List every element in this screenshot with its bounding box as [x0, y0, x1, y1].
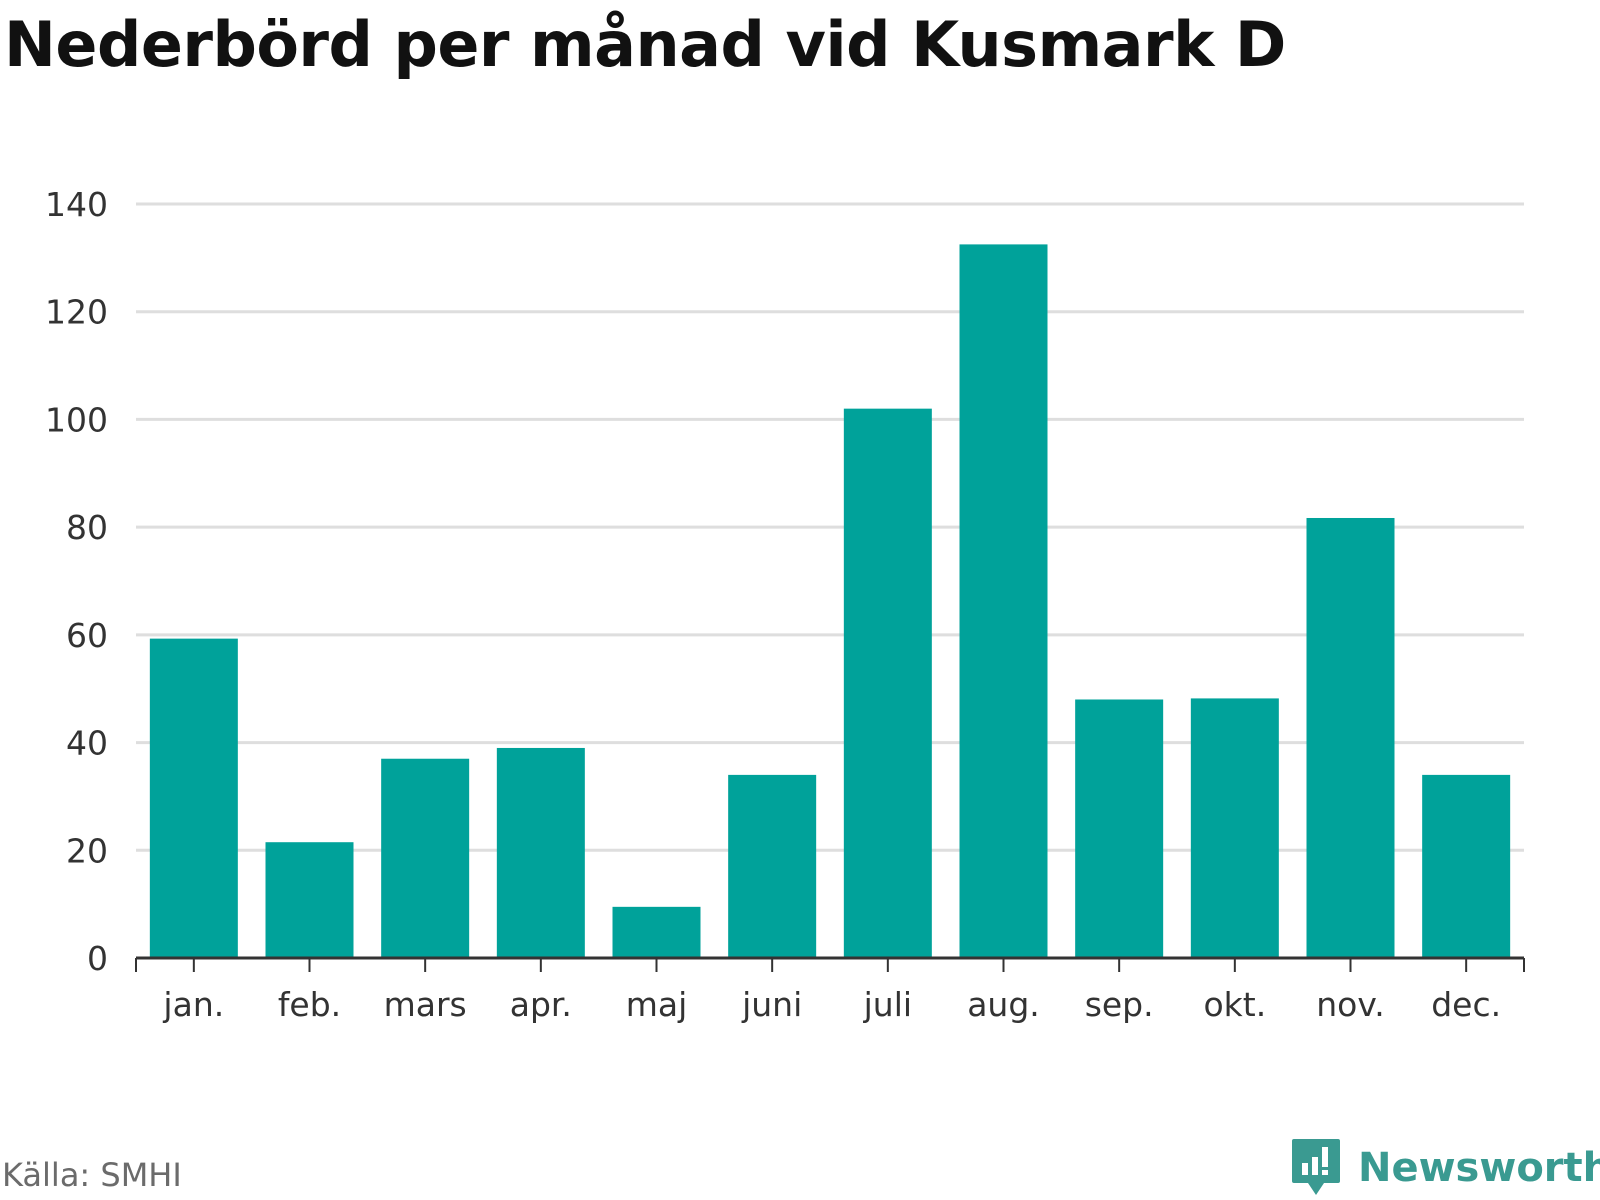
x-tick-label: dec.: [1431, 985, 1501, 1024]
x-tick-label: aug.: [967, 985, 1040, 1024]
bar-mars: [381, 758, 470, 958]
y-axis-tick-labels: 0 20 40 60 80 100 120 140: [45, 185, 108, 978]
bar-juni: [728, 774, 817, 958]
bar-aug: [959, 244, 1048, 959]
y-tick-label: 100: [45, 400, 108, 439]
bar-apr: [496, 747, 585, 958]
bar-jan: [149, 638, 238, 958]
y-tick-label: 140: [45, 185, 108, 224]
x-tick-label: feb.: [278, 985, 341, 1024]
x-axis-tick-labels: jan. feb. mars apr. maj juni juli aug. sep. okt. n…: [162, 985, 1501, 1024]
bar-juli: [843, 408, 932, 959]
bar-maj: [612, 906, 701, 958]
y-tick-label: 0: [87, 939, 108, 978]
bar-okt: [1190, 698, 1279, 958]
bar-nov: [1306, 517, 1395, 958]
brand-logo: Newsworthy: [1290, 1138, 1600, 1198]
x-tick-label: nov.: [1316, 985, 1385, 1024]
x-tick-label: apr.: [510, 985, 572, 1024]
y-tick-label: 20: [66, 831, 108, 870]
y-tick-label: 80: [66, 508, 108, 547]
source-note: Källa: SMHI: [2, 1156, 182, 1194]
bar-chart: 0 20 40 60 80 100 120 140 jan. feb. mars apr. maj ju…: [45, 185, 1525, 1024]
y-tick-label: 60: [66, 616, 108, 655]
brand-name: Newsworthy: [1358, 1145, 1600, 1191]
y-tick-label: 120: [45, 293, 108, 332]
x-tick-label: juli: [863, 985, 912, 1024]
bar-dec: [1422, 774, 1511, 958]
bar-chart-speech-icon: [1292, 1139, 1340, 1195]
bars: [149, 244, 1511, 959]
x-axis: [135, 956, 1525, 972]
y-tick-label: 40: [66, 724, 108, 763]
x-tick-label: maj: [626, 985, 688, 1024]
x-tick-label: juni: [741, 985, 802, 1024]
x-tick-label: jan.: [162, 985, 224, 1024]
grid-lines: [136, 202, 1524, 852]
bar-sep: [1075, 699, 1164, 958]
x-tick-label: sep.: [1085, 985, 1154, 1024]
chart-title: Nederbörd per månad vid Kusmark D: [4, 8, 1286, 81]
bar-feb: [265, 842, 354, 958]
x-tick-label: mars: [384, 985, 467, 1024]
x-tick-label: okt.: [1203, 985, 1266, 1024]
